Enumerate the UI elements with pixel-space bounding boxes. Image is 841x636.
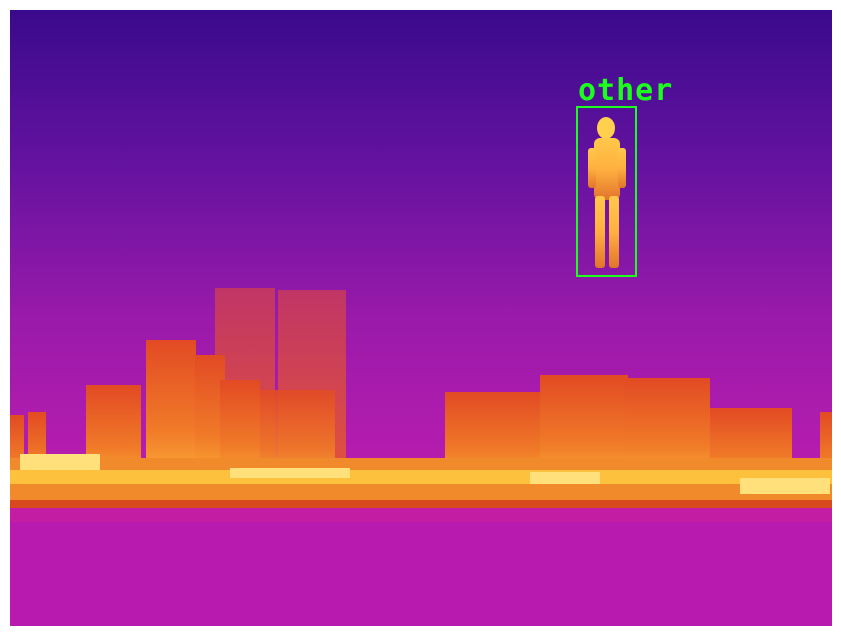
water-edge: [10, 508, 832, 522]
person-figure: [588, 117, 626, 268]
detection-label: other: [578, 73, 674, 108]
water: [10, 508, 832, 626]
thermal-scene: [10, 10, 832, 626]
thermal-image: other: [10, 10, 832, 626]
skyline: [10, 340, 832, 490]
detection-box: [576, 106, 637, 277]
shoreline: [10, 454, 832, 508]
